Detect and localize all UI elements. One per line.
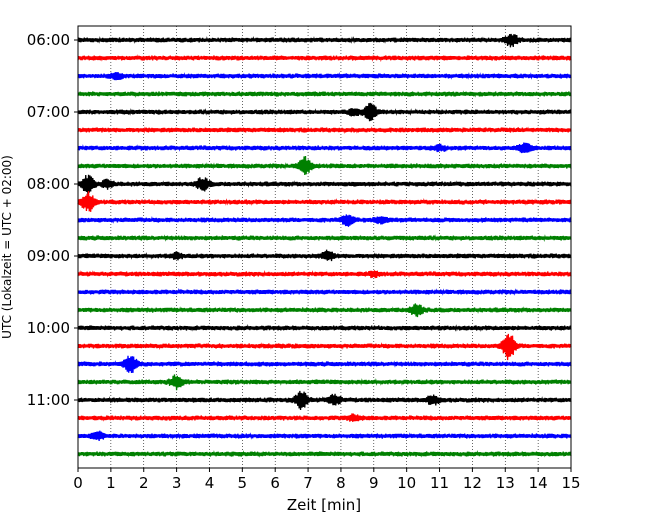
- y-axis-label: UTC (Lokalzeit = UTC + 02:00): [0, 155, 14, 339]
- trace-0945: [77, 303, 572, 318]
- y-tick-label: 07:00: [27, 103, 70, 121]
- x-tick-label: 13: [496, 474, 515, 492]
- x-tick-label: 4: [205, 474, 215, 492]
- x-tick-label: 15: [561, 474, 580, 492]
- trace-1000: [77, 324, 572, 332]
- trace-1045: [77, 374, 572, 391]
- y-tick-label: 10:00: [27, 319, 70, 337]
- trace-0815: [77, 191, 572, 212]
- trace-1115: [77, 413, 572, 422]
- trace-1030: [77, 355, 572, 373]
- plot-frame: [77, 25, 572, 469]
- x-axis-ticks: 0 1 2 3 4 5 6 7 8 9 10 11 12 13 14 15: [73, 468, 581, 492]
- y-tick-label: 09:00: [27, 247, 70, 265]
- trace-1145: [77, 450, 572, 458]
- trace-0930: [77, 287, 572, 296]
- y-tick-label: 08:00: [27, 175, 70, 193]
- x-tick-label: 8: [336, 474, 346, 492]
- trace-0915: [77, 270, 572, 279]
- trace-0830: [77, 214, 572, 227]
- x-tick-label: 7: [303, 474, 313, 492]
- x-axis-label: Zeit [min]: [287, 496, 361, 514]
- x-tick-label: 0: [73, 474, 83, 492]
- trace-0645: [77, 89, 572, 98]
- trace-0700: [77, 102, 572, 122]
- trace-0900: [77, 249, 572, 262]
- trace-0630: [77, 72, 572, 81]
- trace-0745: [77, 156, 572, 175]
- trace-0845: [77, 234, 572, 242]
- seismic-traces: [77, 33, 572, 458]
- x-tick-label: 10: [397, 474, 416, 492]
- y-tick-label: 06:00: [27, 31, 70, 49]
- trace-1100: [77, 390, 572, 410]
- y-tick-label: 11:00: [27, 391, 70, 409]
- trace-0615: [77, 54, 572, 63]
- x-tick-label: 12: [463, 474, 482, 492]
- trace-0600: [77, 33, 572, 48]
- trace-1130: [77, 430, 572, 441]
- y-axis-ticks: 06:00 07:00 08:00 09:00 10:00 11:00: [27, 31, 78, 409]
- x-tick-label: 2: [139, 474, 149, 492]
- trace-0800: [77, 174, 572, 194]
- trace-0715: [77, 126, 572, 134]
- x-tick-label: 9: [369, 474, 379, 492]
- x-tick-label: 3: [172, 474, 182, 492]
- trace-0730: [77, 142, 572, 154]
- x-tick-label: 11: [430, 474, 449, 492]
- x-tick-label: 1: [106, 474, 116, 492]
- trace-1015: [77, 333, 572, 361]
- x-tick-label: 14: [529, 474, 548, 492]
- x-tick-label: 6: [270, 474, 280, 492]
- x-tick-label: 5: [238, 474, 248, 492]
